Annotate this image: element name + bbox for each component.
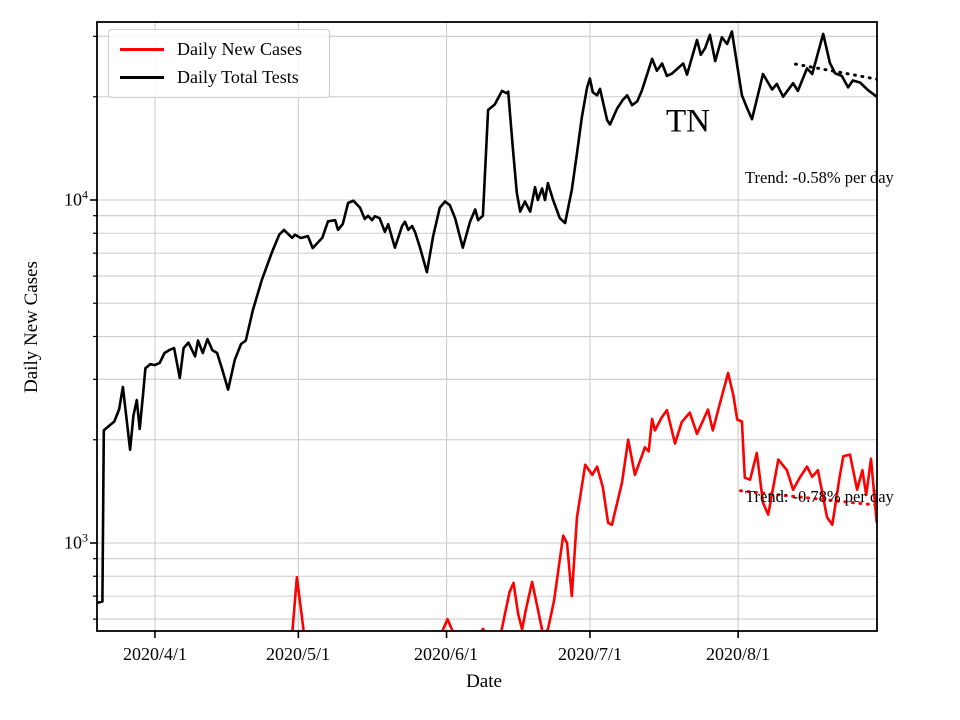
cases-line (480, 627, 486, 631)
tests-trend-dotted-line (794, 62, 877, 81)
legend-label-cases: Daily New Cases (177, 38, 302, 59)
x-tick-label-apr: 2020/4/1 (122, 644, 188, 664)
state-annotation: TN (666, 103, 710, 140)
cases-line (500, 371, 877, 631)
y-axis-label: Daily New Cases (21, 261, 42, 393)
cases-trend-label: Trend: -0.78% per day (745, 487, 894, 506)
cases-trend-dotted-line (739, 489, 877, 507)
cases-line-swatch (120, 47, 164, 51)
tests-line-swatch (120, 76, 164, 80)
x-tick-label-may: 2020/5/1 (265, 644, 331, 664)
tests-trend-label: Trend: -0.58% per day (745, 168, 894, 187)
legend-item-daily-total-tests: Daily Total Tests (109, 67, 329, 89)
y-tick-label-1e4: 104 (64, 187, 88, 210)
x-axis-label: Date (466, 671, 502, 692)
y-tick-label-1e3: 103 (64, 530, 88, 553)
legend-label-tests: Daily Total Tests (177, 66, 299, 87)
tests-line (97, 30, 877, 605)
x-tick-label-aug: 2020/8/1 (705, 644, 771, 664)
cases-line (291, 575, 305, 631)
legend-item-daily-new-cases: Daily New Cases (109, 39, 329, 61)
x-tick-label-jul: 2020/7/1 (557, 644, 623, 664)
x-tick-label-jun: 2020/6/1 (413, 644, 479, 664)
plot-border (96, 21, 878, 632)
legend: Daily New Cases Daily Total Tests (108, 29, 330, 98)
cases-line (441, 617, 454, 631)
